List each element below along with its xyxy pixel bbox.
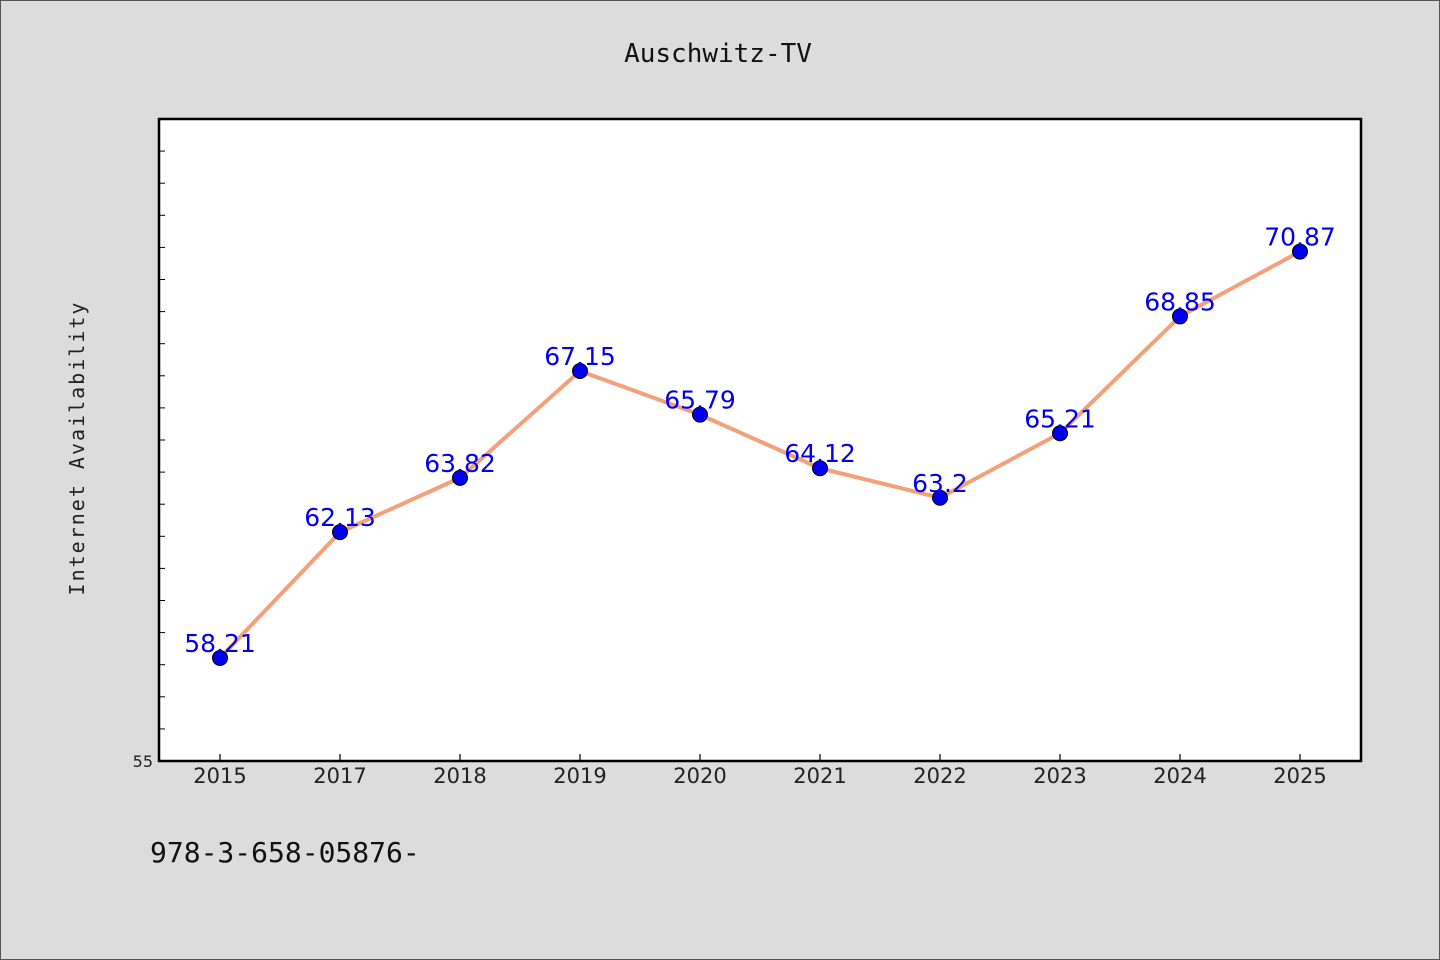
data-point xyxy=(932,489,948,506)
data-label: 65.79 xyxy=(664,386,736,415)
data-label: 63.2 xyxy=(912,469,968,498)
data-point xyxy=(332,524,348,541)
data-point xyxy=(1052,425,1068,442)
data-label: 65.21 xyxy=(1024,404,1096,433)
y-tick-label: 55 xyxy=(133,752,153,771)
data-label: 63.82 xyxy=(424,449,496,478)
data-point xyxy=(452,469,468,486)
series-points-group xyxy=(212,243,1308,666)
data-label: 64.12 xyxy=(784,439,856,468)
data-label: 68.85 xyxy=(1144,287,1216,316)
footer-text: 978-3-658-05876- xyxy=(150,836,420,869)
x-axis: 2015 2017 2018 2019 2020 2021 2022 2023 2024 2025 xyxy=(193,754,1327,788)
data-label: 70.87 xyxy=(1264,223,1336,252)
x-tick-label: 2025 xyxy=(1273,764,1326,788)
chart-title: Auschwitz-TV xyxy=(624,39,812,69)
data-label: 58.21 xyxy=(184,629,256,658)
x-tick-label: 2020 xyxy=(673,764,726,788)
data-point xyxy=(1172,308,1188,325)
series-line xyxy=(218,249,1302,660)
y-axis-label: Internet Availability xyxy=(65,301,89,596)
series-line-group xyxy=(218,249,1302,660)
x-tick-label: 2018 xyxy=(433,764,486,788)
data-point xyxy=(692,406,708,423)
data-label: 67.15 xyxy=(544,342,616,371)
data-point xyxy=(572,362,588,379)
x-tick-label: 2015 xyxy=(193,764,246,788)
data-point xyxy=(1292,243,1308,260)
data-point xyxy=(212,649,228,666)
x-tick-label: 2023 xyxy=(1033,764,1086,788)
data-label: 62.13 xyxy=(304,503,376,532)
x-tick-label: 2024 xyxy=(1153,764,1206,788)
x-tick-label: 2021 xyxy=(793,764,846,788)
x-tick-label: 2022 xyxy=(913,764,966,788)
data-point xyxy=(812,460,828,477)
y-axis: 55 xyxy=(133,150,165,771)
x-tick-label: 2017 xyxy=(313,764,366,788)
data-labels-group: 58.21 62.13 63.82 67.15 65.79 64.12 63.2 65.21 6… xyxy=(184,223,1336,658)
x-tick-label: 2019 xyxy=(553,764,606,788)
